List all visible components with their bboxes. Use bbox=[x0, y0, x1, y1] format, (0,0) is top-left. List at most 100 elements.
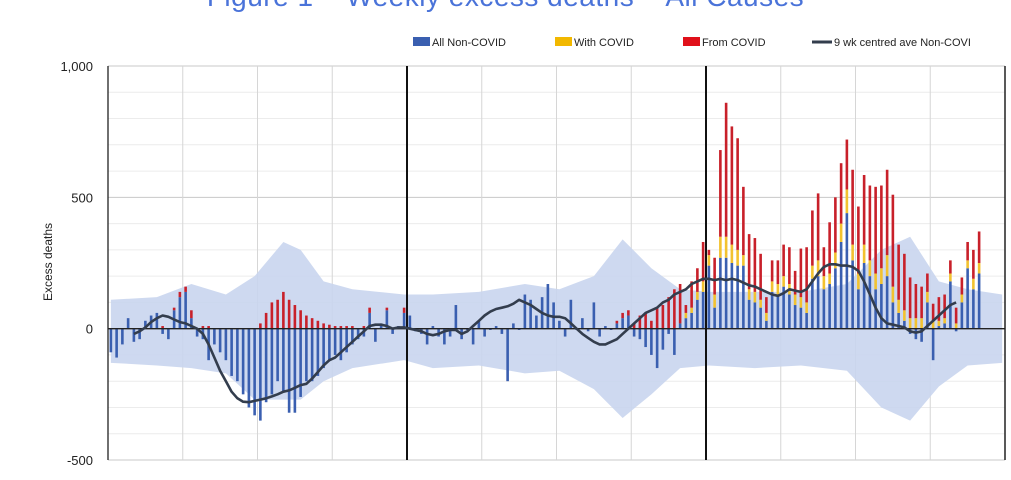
bar-from-covid bbox=[880, 185, 883, 269]
bar-from-covid bbox=[719, 150, 722, 237]
bar-non-covid bbox=[138, 328, 141, 340]
bar-non-covid bbox=[190, 318, 193, 329]
bar-from-covid bbox=[736, 138, 739, 250]
bar-from-covid bbox=[920, 286, 923, 319]
bar-with-covid bbox=[862, 244, 866, 263]
bar-non-covid bbox=[517, 328, 521, 330]
bar-non-covid bbox=[891, 302, 895, 329]
bar-non-covid bbox=[247, 328, 251, 408]
legend-swatch-non-covid bbox=[413, 37, 430, 46]
bar-with-covid bbox=[719, 236, 722, 258]
bar-non-covid bbox=[621, 318, 624, 329]
bar-non-covid bbox=[937, 326, 941, 329]
bar-non-covid bbox=[822, 289, 826, 329]
bar-non-covid bbox=[903, 320, 906, 329]
bar-from-covid bbox=[362, 326, 366, 329]
bar-from-covid bbox=[351, 326, 354, 329]
bar-from-covid bbox=[650, 320, 653, 329]
bar-from-covid bbox=[857, 206, 860, 274]
bar-with-covid bbox=[926, 291, 929, 303]
average-line bbox=[133, 263, 957, 404]
y-axis-label: Excess deaths bbox=[41, 223, 55, 301]
bar-from-covid bbox=[621, 312, 624, 319]
bar-non-covid bbox=[155, 312, 159, 329]
bar-non-covid bbox=[747, 299, 751, 329]
bar-non-covid bbox=[448, 328, 452, 337]
bar-non-covid bbox=[736, 265, 739, 329]
bar-non-covid bbox=[299, 328, 302, 397]
bar-non-covid bbox=[195, 328, 199, 337]
bar-from-covid bbox=[724, 102, 728, 237]
bar-non-covid bbox=[960, 302, 964, 329]
bar-from-covid bbox=[322, 323, 325, 329]
bar-from-covid bbox=[161, 326, 164, 329]
bar-from-covid bbox=[276, 299, 279, 329]
bar-with-covid bbox=[920, 318, 923, 329]
bar-non-covid bbox=[259, 328, 262, 421]
bar-with-covid bbox=[931, 320, 935, 329]
bar-from-covid bbox=[862, 175, 866, 245]
bar-from-covid bbox=[747, 234, 751, 290]
y-tick-label: 1,000 bbox=[60, 59, 93, 74]
bar-with-covid bbox=[914, 318, 918, 329]
bar-non-covid bbox=[857, 289, 860, 329]
bar-from-covid bbox=[201, 326, 205, 329]
bar-from-covid bbox=[868, 185, 872, 261]
bar-with-covid bbox=[908, 318, 912, 329]
bar-non-covid bbox=[333, 328, 337, 355]
bar-with-covid bbox=[943, 318, 946, 324]
bar-from-covid bbox=[805, 247, 808, 303]
bar-non-covid bbox=[943, 323, 946, 329]
bar-non-covid bbox=[483, 328, 486, 337]
bar-non-covid bbox=[586, 328, 590, 332]
bar-non-covid bbox=[667, 328, 670, 334]
bar-from-covid bbox=[903, 253, 906, 311]
bar-with-covid bbox=[857, 273, 860, 290]
y-tick-label: 500 bbox=[71, 190, 93, 205]
bar-non-covid bbox=[719, 257, 722, 329]
bar-non-covid bbox=[661, 328, 665, 350]
bar-from-covid bbox=[270, 302, 274, 329]
bar-non-covid bbox=[471, 328, 475, 345]
bar-non-covid bbox=[684, 318, 688, 329]
bar-from-covid bbox=[943, 294, 946, 319]
bar-non-covid bbox=[230, 328, 233, 376]
bar-from-covid bbox=[178, 291, 182, 298]
bar-non-covid bbox=[379, 323, 383, 329]
bar-with-covid bbox=[776, 284, 780, 295]
bar-non-covid bbox=[604, 326, 607, 329]
bar-non-covid bbox=[920, 328, 923, 342]
bar-with-covid bbox=[742, 255, 745, 266]
bar-from-covid bbox=[207, 326, 210, 329]
bar-non-covid bbox=[374, 328, 377, 342]
bar-non-covid bbox=[489, 328, 492, 330]
bar-non-covid bbox=[109, 328, 113, 353]
bar-with-covid bbox=[822, 276, 826, 290]
bar-from-covid bbox=[782, 244, 785, 277]
legend-swatch-with-covid bbox=[555, 37, 572, 46]
bar-non-covid bbox=[512, 323, 515, 329]
bar-non-covid bbox=[431, 326, 435, 329]
bar-non-covid bbox=[966, 268, 969, 329]
bar-non-covid bbox=[345, 328, 348, 353]
bar-with-covid bbox=[937, 320, 941, 327]
bar-from-covid bbox=[972, 249, 975, 279]
bar-from-covid bbox=[742, 186, 745, 256]
bar-non-covid bbox=[523, 294, 527, 329]
bar-non-covid bbox=[581, 318, 584, 329]
bar-non-covid bbox=[408, 315, 412, 329]
bar-non-covid bbox=[926, 302, 929, 329]
axes bbox=[107, 66, 1006, 460]
bar-non-covid bbox=[851, 260, 854, 329]
legend: All Non-COVID With COVID From COVID 9 wk… bbox=[413, 37, 971, 49]
bar-from-covid bbox=[259, 323, 262, 329]
bar-with-covid bbox=[949, 273, 952, 282]
bar-non-covid bbox=[696, 299, 699, 329]
bar-with-covid bbox=[782, 276, 785, 287]
bar-with-covid bbox=[845, 189, 849, 214]
bar-non-covid bbox=[834, 268, 837, 329]
bar-non-covid bbox=[310, 328, 314, 382]
bar-non-covid bbox=[282, 328, 285, 392]
bars bbox=[109, 102, 981, 421]
bar-from-covid bbox=[339, 326, 343, 329]
